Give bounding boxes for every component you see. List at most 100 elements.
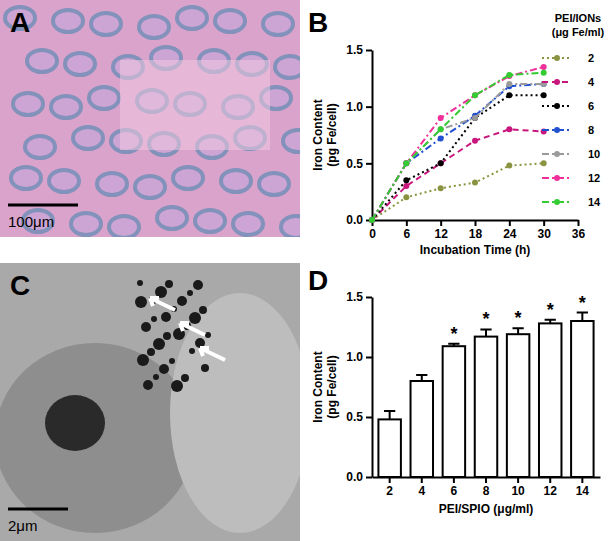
arrow <box>150 298 175 310</box>
series-point <box>506 126 512 132</box>
x-axis: 061218243036 <box>369 220 585 241</box>
iron-particle <box>201 364 209 372</box>
series-point <box>403 177 409 183</box>
series-line <box>372 129 544 220</box>
series-line <box>372 84 544 220</box>
legend-entry: 8 <box>542 124 594 136</box>
tick-label: 14 <box>576 484 590 498</box>
series-point <box>369 217 375 223</box>
error-bar <box>384 411 395 419</box>
tick-label: 6 <box>451 484 458 498</box>
cell <box>53 10 83 32</box>
series-point <box>438 115 444 121</box>
series-point <box>472 180 478 186</box>
tick-label: 0.0 <box>346 213 363 227</box>
tick-mark <box>549 477 551 483</box>
series-point <box>472 92 478 98</box>
iron-particle <box>181 374 189 382</box>
tick: 4 <box>418 477 425 498</box>
tick-label: 6 <box>403 227 410 241</box>
legend-entry: 12 <box>542 172 600 184</box>
tick-label: 12 <box>544 484 558 498</box>
cell <box>49 170 79 192</box>
legend-label: 12 <box>588 172 600 184</box>
cell <box>73 127 103 149</box>
image-background <box>0 0 300 237</box>
cell <box>281 216 300 237</box>
legend-marker <box>554 151 560 157</box>
tick-label: 2 <box>386 484 393 498</box>
panel-label: B <box>308 7 328 38</box>
tick-label: 12 <box>434 227 448 241</box>
error-bar <box>448 344 459 346</box>
cell <box>51 96 81 118</box>
series-point <box>438 160 444 166</box>
series-point <box>541 160 547 166</box>
y-axis-title-line: (pg Fe/cell) <box>325 355 339 418</box>
iron-particle <box>163 332 171 340</box>
series-point <box>403 160 409 166</box>
tick-mark <box>421 477 423 483</box>
tick-mark <box>475 220 477 226</box>
y-axis-title-line: Iron Content <box>311 351 325 422</box>
series-point <box>506 81 512 87</box>
iron-particle <box>189 312 201 324</box>
cell <box>71 213 101 235</box>
image-highlight <box>120 60 270 150</box>
scale-bar <box>8 204 78 207</box>
legend: PEI/IONs(μg Fe/ml)2468101214 <box>542 12 605 208</box>
series-point <box>369 217 375 223</box>
tick: 30 <box>537 220 551 241</box>
series-point <box>438 126 444 132</box>
series-point <box>369 217 375 223</box>
tick: 2 <box>386 477 393 498</box>
tick-mark <box>543 220 545 226</box>
series-line <box>372 84 544 220</box>
series-point <box>369 217 375 223</box>
legend-entry: 6 <box>542 100 594 112</box>
legend-entry: 14 <box>542 196 601 208</box>
iron-particle <box>153 338 165 350</box>
tick-mark <box>366 297 372 299</box>
y-axis-title-line: (pg Fe/cell) <box>325 103 339 166</box>
figure: A100μmC2μmB0612182430360.00.51.01.5Incub… <box>0 0 614 541</box>
cell <box>27 50 57 72</box>
tick-label: 1.0 <box>346 100 363 114</box>
significance-marker: * <box>579 293 586 313</box>
tick-mark <box>453 477 455 483</box>
legend-marker <box>554 79 560 85</box>
axis-line <box>372 51 374 221</box>
cell <box>97 173 127 195</box>
error-bar <box>416 375 427 381</box>
tick-label: 0.5 <box>346 157 363 171</box>
legend-title: (μg Fe/ml) <box>552 26 605 38</box>
series-point <box>438 135 444 141</box>
tick-mark <box>366 163 372 165</box>
tick: 0.5 <box>346 410 372 424</box>
cell <box>89 87 119 109</box>
panel-label: A <box>10 7 30 38</box>
iron-particle <box>169 358 175 364</box>
tick: 8 <box>483 477 490 498</box>
legend-label: 8 <box>588 124 594 136</box>
tick-label: 4 <box>418 484 425 498</box>
series-point <box>369 217 375 223</box>
iron-particle <box>159 364 169 374</box>
legend-label: 14 <box>588 196 601 208</box>
plot-area <box>369 64 547 223</box>
cell <box>177 7 207 29</box>
y-axis: 0.0 0.5 1.0 1.5 <box>346 43 372 227</box>
legend-entry: 4 <box>542 76 595 88</box>
bar <box>571 321 593 477</box>
tick-mark <box>485 477 487 483</box>
tick: 6 <box>403 220 410 241</box>
cell <box>157 207 187 229</box>
tick-mark <box>366 106 372 108</box>
legend-marker <box>554 175 560 181</box>
iron-particle <box>189 348 195 354</box>
series-line <box>372 67 544 220</box>
tick: 12 <box>434 220 448 241</box>
tick: 1.5 <box>346 43 372 57</box>
cell <box>91 13 121 35</box>
iron-particle <box>141 322 151 332</box>
